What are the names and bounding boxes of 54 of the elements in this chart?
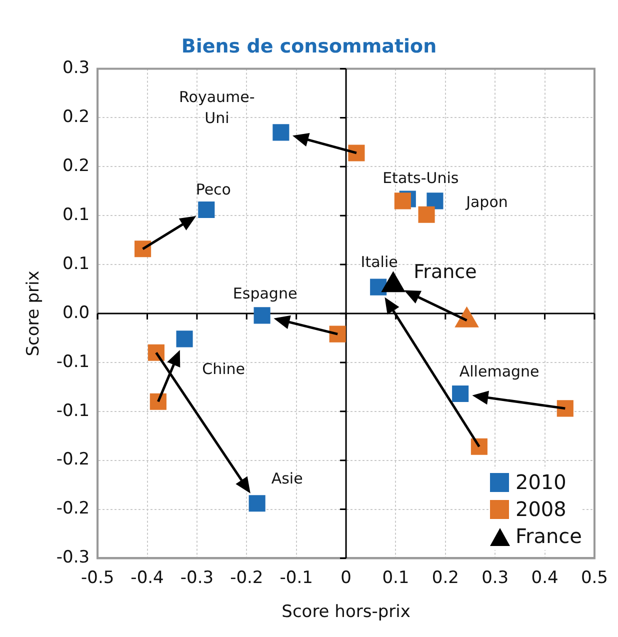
x-tick-label: -0.2 bbox=[230, 568, 264, 588]
y-tick-label: -0.1 bbox=[56, 352, 90, 372]
point bbox=[272, 124, 290, 141]
x-tick-label: 0.3 bbox=[482, 568, 509, 588]
point bbox=[148, 344, 164, 361]
x-tick-label: -0.5 bbox=[80, 568, 114, 588]
point bbox=[329, 326, 346, 342]
y-tick-label: -0.3 bbox=[56, 548, 90, 568]
point bbox=[150, 393, 166, 410]
legend-label: 2008 bbox=[515, 496, 566, 524]
point bbox=[198, 201, 215, 218]
point bbox=[394, 192, 411, 210]
y-tick-label: 0.2 bbox=[62, 107, 90, 128]
x-tick-label: 0 bbox=[340, 568, 352, 588]
point bbox=[370, 278, 387, 296]
y-tick-label: 0.1 bbox=[62, 254, 90, 274]
x-tick-label: -0.1 bbox=[280, 568, 313, 588]
annotation: Etats-Unis bbox=[382, 168, 459, 187]
x-axis-title: Score hors-prix bbox=[282, 602, 410, 622]
point bbox=[418, 206, 435, 223]
point bbox=[452, 385, 469, 402]
annotation: Royaume-Uni bbox=[179, 88, 255, 127]
annotation: Allemagne bbox=[459, 362, 540, 381]
annotation: Peco bbox=[196, 180, 231, 199]
annotation: Espagne bbox=[232, 284, 298, 302]
legend-label: France bbox=[515, 523, 582, 550]
point bbox=[426, 192, 444, 210]
annotation: Asie bbox=[271, 469, 303, 488]
point bbox=[348, 144, 365, 162]
annotation: Chine bbox=[202, 360, 245, 378]
y-tick-label: 0.1 bbox=[62, 205, 90, 226]
point bbox=[176, 330, 193, 348]
annotation: Japon bbox=[465, 192, 508, 211]
x-tick-label: 0.4 bbox=[531, 568, 558, 588]
y-tick-label: -0.2 bbox=[56, 450, 90, 470]
chart-title: Biens de consommation bbox=[181, 35, 437, 58]
y-axis-title: Score prix bbox=[24, 270, 44, 356]
y-tick-label: -0.2 bbox=[56, 498, 90, 519]
y-tick-label: 0.3 bbox=[62, 58, 90, 78]
annotation: Italie bbox=[360, 252, 398, 271]
y-tick-label: 0.2 bbox=[62, 156, 90, 176]
x-tick-label: -0.3 bbox=[180, 568, 214, 588]
point bbox=[254, 307, 270, 324]
point bbox=[134, 240, 152, 258]
y-tick-label: -0.1 bbox=[56, 400, 90, 421]
x-tick-label: 0.5 bbox=[580, 568, 608, 588]
x-tick-label: -0.4 bbox=[130, 568, 164, 588]
point bbox=[248, 495, 266, 512]
x-tick-label: 0.2 bbox=[432, 568, 459, 588]
y-tick-label: 0.0 bbox=[62, 302, 90, 323]
point bbox=[556, 400, 574, 417]
legend-label: 2010 bbox=[515, 469, 566, 496]
x-tick-label: 0.1 bbox=[382, 568, 410, 588]
annotation: France bbox=[414, 261, 477, 284]
